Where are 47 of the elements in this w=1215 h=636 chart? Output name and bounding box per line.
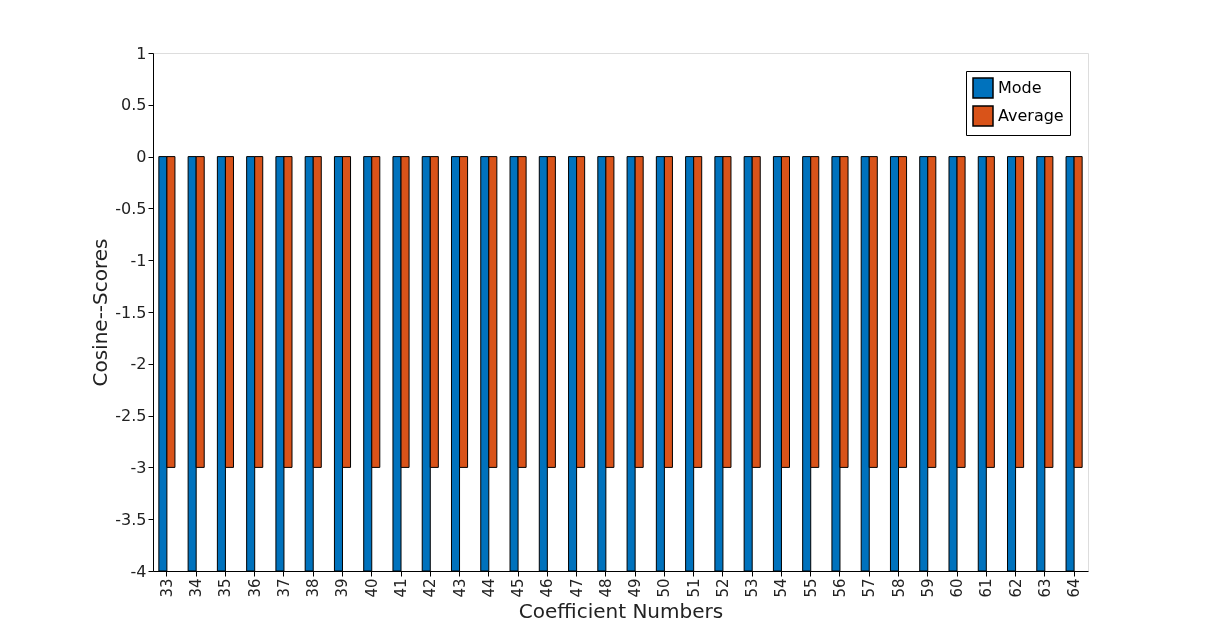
y-tick-label: 0 <box>136 147 147 167</box>
x-tick-label: 54 <box>772 578 791 598</box>
x-tick-label: 46 <box>538 578 557 598</box>
x-tick-label: 49 <box>626 578 645 598</box>
x-tick-label: 47 <box>567 578 586 598</box>
y-tick-label: 1 <box>136 43 147 63</box>
x-tick-label: 50 <box>655 578 674 598</box>
x-tick-label: 64 <box>1065 578 1084 598</box>
x-tick-label: 40 <box>362 578 381 598</box>
x-tick-label: 57 <box>860 578 879 598</box>
x-tick-label: 42 <box>421 578 440 598</box>
x-tick-label: 58 <box>889 578 908 598</box>
x-tick-label: 37 <box>274 578 293 598</box>
y-axis-title: Cosine--Scores <box>88 238 113 387</box>
x-tick-label: 60 <box>948 578 967 598</box>
x-tick-label: 51 <box>684 578 703 598</box>
x-tick-label: 43 <box>450 578 469 598</box>
y-tick-label: -3.5 <box>115 509 147 529</box>
x-tick-label: 38 <box>304 578 323 598</box>
legend-label: Mode <box>998 78 1042 97</box>
legend-label: Average <box>998 106 1064 125</box>
x-tick-label: 59 <box>918 578 937 598</box>
x-tick-label: 53 <box>743 578 762 598</box>
y-tick-label: -0.5 <box>115 198 147 218</box>
x-tick-label: 33 <box>157 578 176 598</box>
y-tick-label: 0.5 <box>121 95 147 115</box>
x-tick-label: 35 <box>216 578 235 598</box>
x-tick-label: 48 <box>596 578 615 598</box>
x-tick-label: 41 <box>392 578 411 598</box>
y-tick-label: -3 <box>130 457 147 477</box>
x-tick-label: 56 <box>830 578 849 598</box>
y-tick-label: -2.5 <box>115 406 147 426</box>
x-axis-title: Coefficient Numbers <box>518 598 724 623</box>
x-tick-label: 62 <box>1006 578 1025 598</box>
x-tick-label: 45 <box>509 578 528 598</box>
y-tick-label: -4 <box>130 561 147 581</box>
x-tick-label: 61 <box>977 578 996 598</box>
x-tick-label: 39 <box>333 578 352 598</box>
x-tick-label: 63 <box>1035 578 1054 598</box>
y-tick-label: -1.5 <box>115 302 147 322</box>
x-tick-label: 36 <box>245 578 264 598</box>
x-tick-label: 55 <box>801 578 820 598</box>
x-tick-label: 52 <box>713 578 732 598</box>
x-tick-label: 44 <box>479 578 498 598</box>
y-tick-label: -1 <box>130 250 147 270</box>
x-tick-label: 34 <box>187 578 206 598</box>
y-tick-label: -2 <box>130 354 147 374</box>
